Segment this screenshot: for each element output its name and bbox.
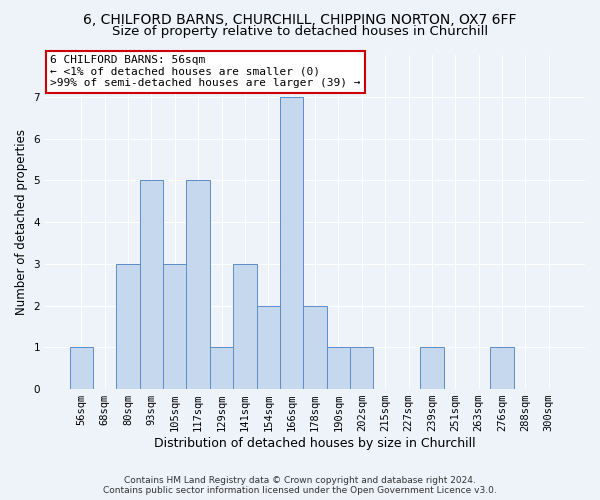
Text: Contains HM Land Registry data © Crown copyright and database right 2024.
Contai: Contains HM Land Registry data © Crown c… <box>103 476 497 495</box>
Bar <box>280 97 304 389</box>
Bar <box>257 306 280 389</box>
Bar <box>210 348 233 389</box>
Text: Size of property relative to detached houses in Churchill: Size of property relative to detached ho… <box>112 25 488 38</box>
Text: 6 CHILFORD BARNS: 56sqm
← <1% of detached houses are smaller (0)
>99% of semi-de: 6 CHILFORD BARNS: 56sqm ← <1% of detache… <box>50 55 361 88</box>
Bar <box>140 180 163 389</box>
Bar <box>163 264 187 389</box>
Bar <box>327 348 350 389</box>
Bar <box>187 180 210 389</box>
X-axis label: Distribution of detached houses by size in Churchill: Distribution of detached houses by size … <box>154 437 476 450</box>
Y-axis label: Number of detached properties: Number of detached properties <box>15 129 28 315</box>
Bar <box>304 306 327 389</box>
Bar <box>233 264 257 389</box>
Bar <box>116 264 140 389</box>
Bar <box>350 348 373 389</box>
Bar <box>420 348 443 389</box>
Bar <box>490 348 514 389</box>
Text: 6, CHILFORD BARNS, CHURCHILL, CHIPPING NORTON, OX7 6FF: 6, CHILFORD BARNS, CHURCHILL, CHIPPING N… <box>83 12 517 26</box>
Bar <box>70 348 93 389</box>
